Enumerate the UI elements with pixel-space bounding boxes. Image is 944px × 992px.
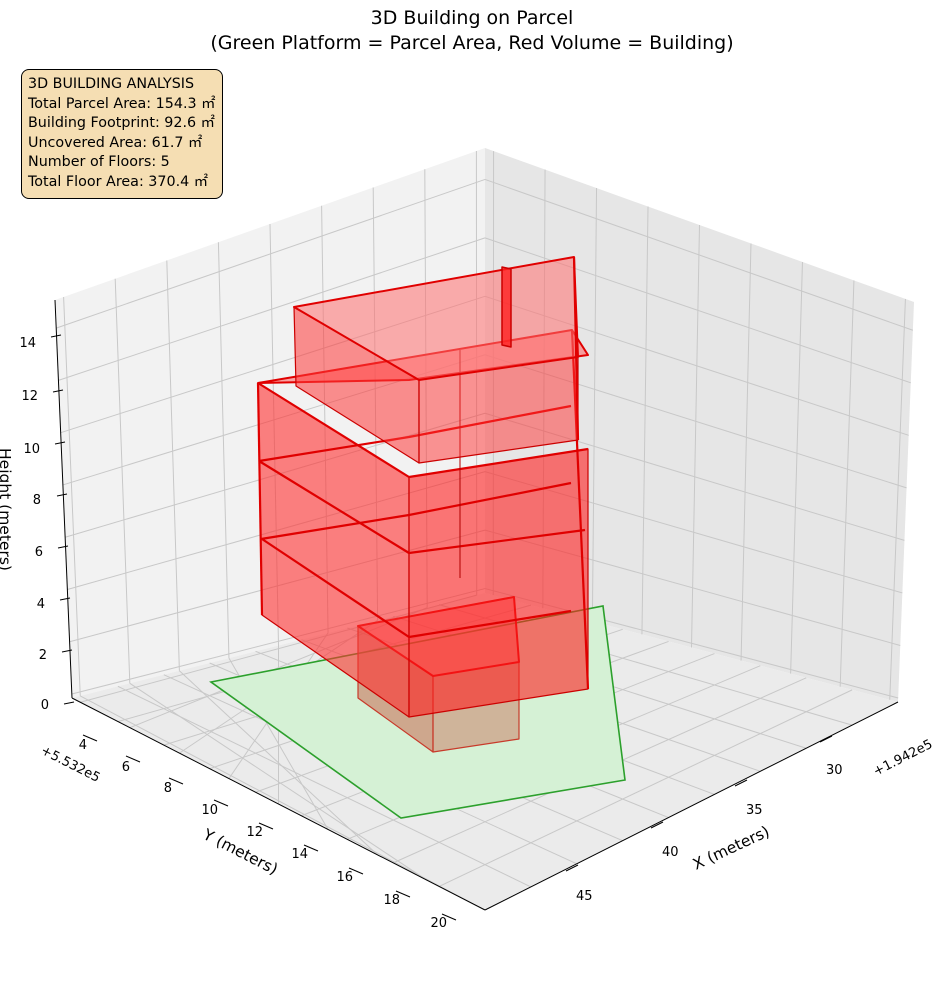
x-tick-mark [650,821,664,829]
y-tick-label: 18 [383,893,400,908]
y-grid-line [166,260,180,671]
y-grid-line [114,278,131,684]
z-tick-label: 4 [37,597,45,612]
y-offset-label: +5.532e5 [38,743,102,786]
back-right-pane [485,148,914,702]
y-tick-label: 8 [164,781,172,796]
y-tick-mark [441,913,457,921]
info-line: Building Footprint: 92.6 ㎡ [28,115,215,132]
info-line: Uncovered Area: 61.7 ㎡ [28,134,203,151]
x-grid-line [691,224,700,648]
x-grid-line [839,280,855,687]
chart-title: 3D Building on Parcel [370,7,574,29]
y-tick-mark [168,777,184,785]
x-grid-line [889,298,906,700]
z-tick-mark [57,545,69,549]
z-tick-label: 12 [21,389,38,404]
z-tick-labels: 0 2 4 6 8 10 12 14 [19,336,49,713]
y-tick-mark [213,799,229,807]
floor-line-1 [261,538,572,639]
z-tick-mark [56,493,68,497]
main-block-right-face [408,448,589,718]
x-grid-line [641,206,649,635]
x-offset-label: +1.942e5 [871,737,935,780]
y-tick-mark [348,867,364,875]
x-tick-labels: 30 35 40 45 [576,763,843,904]
x-tick-label: 45 [576,889,593,904]
x-grid-line [790,261,803,674]
y-tick-labels: 4 6 8 10 12 14 16 18 20 [79,738,447,931]
y-axis-line [71,697,486,911]
y-tick-label: 20 [430,916,447,931]
z-tick-label: 8 [33,493,41,508]
x-grid-line [591,188,598,622]
x-grid-line [740,243,752,661]
chimney [501,266,512,348]
y-tick-label: 10 [201,803,218,818]
z-tick-mark [63,701,75,705]
floor-line-5 [257,382,589,479]
z-tick-mark [52,389,64,393]
roof-edge [572,256,580,441]
info-line: Total Floor Area: 370.4 ㎡ [28,173,209,190]
y-axis-label: Y (meters) [199,825,280,878]
z-tick-label: 14 [19,336,36,351]
corner-edge-left [256,382,264,616]
floor-grid-line [438,689,853,887]
x-tick-mark [819,735,833,743]
y-tick-label: 4 [79,738,87,753]
axis-ticks [50,299,899,921]
y-tick-label: 6 [122,760,130,775]
z-tick-mark [54,441,66,445]
x-tick-label: 40 [662,845,679,860]
floor-grid-line [117,685,532,888]
y-tick-label: 16 [336,870,353,885]
y-grid-line [217,242,230,659]
z-tick-mark [50,334,62,338]
info-box: 3D BUILDING ANALYSIS Total Parcel Area: … [21,69,224,199]
x-tick-mark [734,779,748,787]
chart-subtitle: (Green Platform = Parcel Area, Red Volum… [210,32,734,54]
floor-line-2 [260,481,572,541]
x-tick-label: 30 [826,763,843,778]
y-tick-mark [125,755,141,763]
floor-line-3 [258,460,586,555]
x-tick-label: 35 [746,803,763,818]
z-tick-label: 6 [35,545,43,560]
z-tick-mark [61,649,73,653]
y-tick-label: 14 [291,847,308,862]
z-tick-label: 10 [23,442,40,457]
x-axis-line [484,701,899,911]
y-grid-line [63,296,81,696]
z-tick-label: 0 [41,698,49,713]
y-tick-mark [258,822,274,830]
z-axis-label: Height (meters) [0,448,14,571]
info-line: Total Parcel Area: 154.3 ㎡ [28,95,216,112]
y-tick-mark [82,734,98,742]
z-tick-label: 2 [39,648,47,663]
building-volume [256,256,590,753]
info-heading: 3D BUILDING ANALYSIS [28,76,195,92]
x-tick-mark [565,864,579,872]
x-axis-label: X (meters) [690,823,772,874]
z-axis-line [54,299,73,699]
y-tick-mark [303,844,319,852]
y-tick-label: 12 [246,825,263,840]
info-line: Number of Floors: 5 [28,154,170,171]
y-tick-mark [395,890,411,898]
z-tick-mark [59,597,71,601]
